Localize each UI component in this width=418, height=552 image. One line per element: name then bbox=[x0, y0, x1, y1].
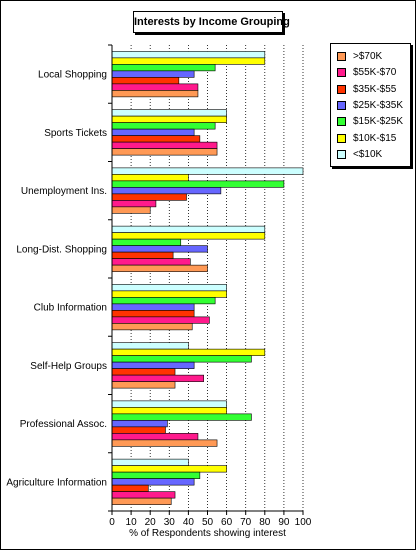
bar bbox=[111, 433, 199, 441]
bar bbox=[111, 225, 266, 233]
category-label: Club Information bbox=[34, 303, 107, 314]
chart-title: Interests by Income Grouping bbox=[133, 11, 290, 33]
legend-label: $10K-$15 bbox=[353, 132, 397, 144]
legend-label: >$70K bbox=[353, 51, 383, 62]
bar bbox=[111, 206, 151, 214]
chart-legend: >$70K $55K-$70 $35K-$55 $25K-$35K $15K-$25K $… bbox=[330, 43, 411, 167]
bar bbox=[111, 297, 216, 305]
bar bbox=[111, 323, 193, 331]
bar bbox=[111, 497, 172, 505]
bar bbox=[111, 361, 195, 369]
bar bbox=[111, 148, 218, 156]
category-label: Self-Help Groups bbox=[30, 361, 107, 372]
x-tick-label: 70 bbox=[240, 517, 252, 528]
bar bbox=[111, 141, 218, 149]
bar bbox=[111, 83, 199, 91]
x-axis-label: % of Respondents showing interest bbox=[129, 528, 286, 539]
bar bbox=[111, 122, 216, 130]
bar bbox=[111, 90, 199, 98]
bar bbox=[111, 64, 216, 72]
x-tick-label: 100 bbox=[295, 517, 312, 528]
bar bbox=[111, 115, 227, 123]
bar bbox=[111, 368, 176, 376]
legend-swatch bbox=[337, 100, 346, 110]
bar bbox=[111, 290, 227, 298]
bar bbox=[111, 303, 195, 311]
bar bbox=[111, 355, 252, 363]
bar bbox=[111, 316, 210, 324]
bar bbox=[111, 135, 201, 143]
bar bbox=[111, 232, 266, 240]
bar bbox=[111, 381, 176, 389]
category-label: Local Shopping bbox=[38, 70, 107, 81]
bar bbox=[111, 51, 266, 59]
bar bbox=[111, 174, 189, 182]
bar bbox=[111, 109, 227, 117]
bar bbox=[111, 413, 252, 421]
legend-swatch bbox=[337, 149, 346, 159]
bar bbox=[111, 407, 227, 415]
bar bbox=[111, 238, 182, 246]
legend-label: $55K-$70 bbox=[353, 67, 397, 79]
legend-label: <$10K bbox=[353, 148, 383, 160]
bar bbox=[111, 458, 189, 466]
category-label: Professional Assoc. bbox=[20, 419, 107, 430]
legend-label: $25K-$35K bbox=[353, 99, 404, 111]
bar bbox=[111, 284, 227, 292]
legend-label: $15K-$25K bbox=[353, 116, 404, 128]
x-tick-label: 10 bbox=[126, 517, 138, 528]
bar bbox=[111, 491, 176, 499]
x-tick-label: 20 bbox=[145, 517, 157, 528]
bar bbox=[111, 77, 180, 85]
bar bbox=[111, 439, 218, 447]
bar bbox=[111, 167, 304, 175]
bar bbox=[111, 128, 195, 136]
bar bbox=[111, 258, 191, 266]
bar bbox=[111, 57, 266, 65]
bar bbox=[111, 264, 208, 272]
bar bbox=[111, 484, 149, 492]
bar bbox=[111, 245, 208, 253]
bar bbox=[111, 478, 195, 486]
legend-swatch bbox=[337, 52, 346, 61]
bar bbox=[111, 400, 227, 408]
x-tick-label: 80 bbox=[259, 517, 271, 528]
x-tick-label: 0 bbox=[109, 517, 115, 528]
x-tick-label: 60 bbox=[221, 517, 233, 528]
bar bbox=[111, 420, 168, 428]
category-label: Long-Dist. Shopping bbox=[16, 244, 107, 255]
bar bbox=[111, 310, 195, 318]
x-tick-label: 90 bbox=[278, 517, 290, 528]
x-tick-label: 40 bbox=[183, 517, 195, 528]
category-label: Unemployment Ins. bbox=[21, 186, 107, 197]
bar bbox=[111, 426, 166, 434]
legend-swatch bbox=[337, 117, 346, 127]
bar bbox=[111, 193, 187, 201]
bar bbox=[111, 70, 195, 78]
legend-swatch bbox=[337, 133, 346, 143]
bar bbox=[111, 200, 157, 208]
bar bbox=[111, 251, 174, 259]
bar bbox=[111, 374, 204, 382]
x-tick-label: 50 bbox=[202, 517, 214, 528]
bar bbox=[111, 180, 285, 188]
legend-swatch bbox=[337, 84, 346, 94]
x-tick-label: 30 bbox=[164, 517, 176, 528]
category-label: Sports Tickets bbox=[44, 128, 107, 139]
legend-swatch bbox=[337, 68, 346, 78]
bar bbox=[111, 348, 266, 356]
bar bbox=[111, 187, 222, 195]
bar bbox=[111, 465, 227, 473]
legend-label: $35K-$55 bbox=[353, 83, 397, 95]
category-label: Agriculture Information bbox=[6, 477, 107, 488]
bar bbox=[111, 342, 189, 350]
bar bbox=[111, 471, 201, 479]
